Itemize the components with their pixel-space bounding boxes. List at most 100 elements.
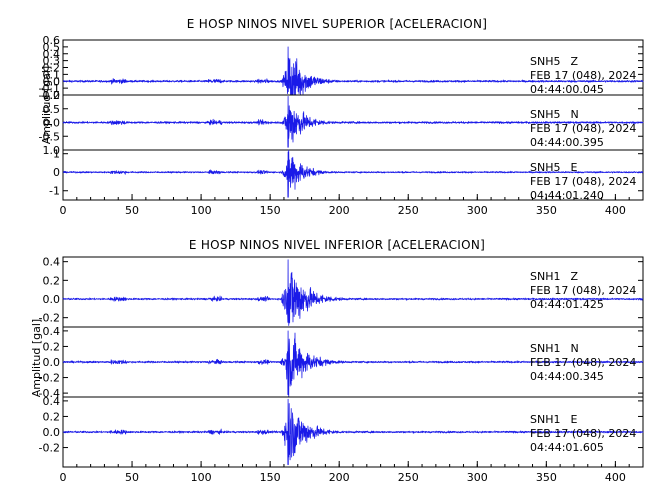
y-tick-label: 0.4 [43,256,61,269]
y-tick-label: 0.0 [43,117,61,130]
waveform-trace [62,259,644,326]
y-axis-ticks: 1.00.50.0-0.51.0 [39,89,643,157]
record-date: FEB 17 (048), 2024 [530,356,636,369]
y-tick-label: 0.0 [43,293,61,306]
record-time: 04:44:01.425 [530,298,604,311]
component-name: E [570,413,577,426]
top-figure-ylabel: Amplitud [gal] [40,66,53,144]
station-name: SNH1 [530,413,560,426]
x-tick-label: 0 [60,471,67,484]
y-tick-label: -1 [49,185,60,198]
record-date: FEB 17 (048), 2024 [530,175,636,188]
y-axis-ticks: 0.4 0.2 0.0 -0.2 -0.4 [39,325,643,400]
component-name: Z [570,270,578,283]
y-tick-label: 0.4 [43,48,61,61]
component-name: N [570,108,578,121]
station-component-label: SNH5 Z [530,55,578,68]
record-date: FEB 17 (048), 2024 [530,427,636,440]
y-axis-ticks: 1 0 -1 [49,148,643,198]
y-tick-label: -0.2 [39,312,60,325]
y-axis-ticks: 0.60.50.40.30.20.10.0-0.1-0.2 [39,34,643,102]
bottom-panel-snh1-n: 0.4 0.2 0.0 -0.2 -0.4 SNH1 N FEB 17 (048), 20… [39,325,644,400]
top-figure-title: E HOSP NINOS NIVEL SUPERIOR [ACELERACION… [187,17,487,31]
x-tick-label: 200 [329,471,350,484]
waveform-trace [62,95,644,148]
y-tick-label: 0.1 [43,68,61,81]
y-axis-ticks: 0.4 0.2 0.0 -0.2 [39,256,643,325]
y-tick-label: 1.0 [43,144,61,157]
x-tick-label: 250 [398,471,419,484]
station-component-label: SNH1 N [530,342,579,355]
record-date: FEB 17 (048), 2024 [530,284,636,297]
x-tick-label: 150 [260,471,281,484]
component-name: N [570,342,578,355]
station-name: SNH5 [530,161,560,174]
x-tick-label: 100 [191,204,212,217]
record-date: FEB 17 (048), 2024 [530,69,636,82]
y-tick-label: 0.2 [43,274,61,287]
y-tick-label: 0.2 [43,62,61,75]
top-panel-snh5-z: 0.60.50.40.30.20.10.0-0.1-0.2 SNH5 Z FEB … [39,34,644,102]
waveform-trace [62,149,644,198]
component-name: Z [570,55,578,68]
y-tick-label: -0.2 [39,89,60,102]
station-component-label: SNH1 E [530,413,577,426]
x-tick-label: 150 [260,204,281,217]
x-tick-label: 300 [467,204,488,217]
y-tick-label: 0.4 [43,325,61,338]
x-tick-label: 400 [605,204,626,217]
y-tick-label: 0.0 [43,426,61,439]
record-time: 04:44:01.605 [530,441,604,454]
record-time: 04:44:00.045 [530,83,604,96]
x-tick-label: 200 [329,204,350,217]
bottom-figure-ylabel: Amplitud [gal] [30,319,43,397]
x-tick-label: 0 [60,204,67,217]
station-component-label: SNH5 N [530,108,579,121]
waveform-trace [62,398,644,466]
x-tick-label: 350 [536,471,557,484]
bottom-panel-snh1-e: 0.4 0.2 0.0 -0.2 SNH1 E FEB 17 (048), 2024 0… [39,395,644,468]
waveform-trace [62,46,644,96]
station-name: SNH5 [530,55,560,68]
bottom-x-axis: 0 50 100 150 200 250 300 350 400 [60,461,644,484]
y-tick-label: -0.1 [39,82,60,95]
y-tick-label: -0.2 [39,442,60,455]
x-tick-label: 350 [536,204,557,217]
y-tick-label: 0.5 [43,41,61,54]
top-panel-snh5-e: 1 0 -1 SNH5 E FEB 17 (048), 2024 04:44:01.2… [49,148,644,202]
record-date: FEB 17 (048), 2024 [530,122,636,135]
x-tick-label: 300 [467,471,488,484]
component-name: E [570,161,577,174]
y-tick-label: 1 [53,148,60,161]
bottom-figure-title: E HOSP NINOS NIVEL INFERIOR [ACELERACION… [189,238,485,252]
record-time: 04:44:01.240 [530,189,604,202]
waveform-trace [62,330,644,398]
y-tick-label: 0 [53,166,60,179]
y-tick-label: 0.0 [43,356,61,369]
station-name: SNH1 [530,270,560,283]
record-time: 04:44:00.345 [530,370,604,383]
station-name: SNH1 [530,342,560,355]
y-tick-label: -0.2 [39,372,60,385]
y-tick-label: 0.4 [43,395,61,408]
x-tick-label: 50 [125,204,139,217]
y-tick-label: 0.0 [43,75,61,88]
y-tick-label: 0.2 [43,340,61,353]
top-x-axis: 0 50 100 150 200 250 300 350 400 [60,194,644,217]
top-panel-snh5-n: 1.00.50.0-0.51.0 SNH5 N FEB 17 (048), 202… [39,89,644,157]
y-tick-label: 0.5 [43,103,61,116]
x-tick-label: 50 [125,471,139,484]
x-tick-label: 100 [191,471,212,484]
y-tick-label: -0.5 [39,130,60,143]
station-component-label: SNH5 E [530,161,577,174]
y-tick-label: -0.4 [39,387,60,400]
y-tick-label: 0.3 [43,55,61,68]
x-tick-label: 250 [398,204,419,217]
x-tick-label: 400 [605,471,626,484]
y-tick-label: 1.0 [43,89,61,102]
bottom-panel-snh1-z: 0.4 0.2 0.0 -0.2 SNH1 Z FEB 17 (048), 2024 0… [39,256,644,328]
station-component-label: SNH1 Z [530,270,578,283]
station-name: SNH5 [530,108,560,121]
y-axis-ticks: 0.4 0.2 0.0 -0.2 [39,395,643,455]
